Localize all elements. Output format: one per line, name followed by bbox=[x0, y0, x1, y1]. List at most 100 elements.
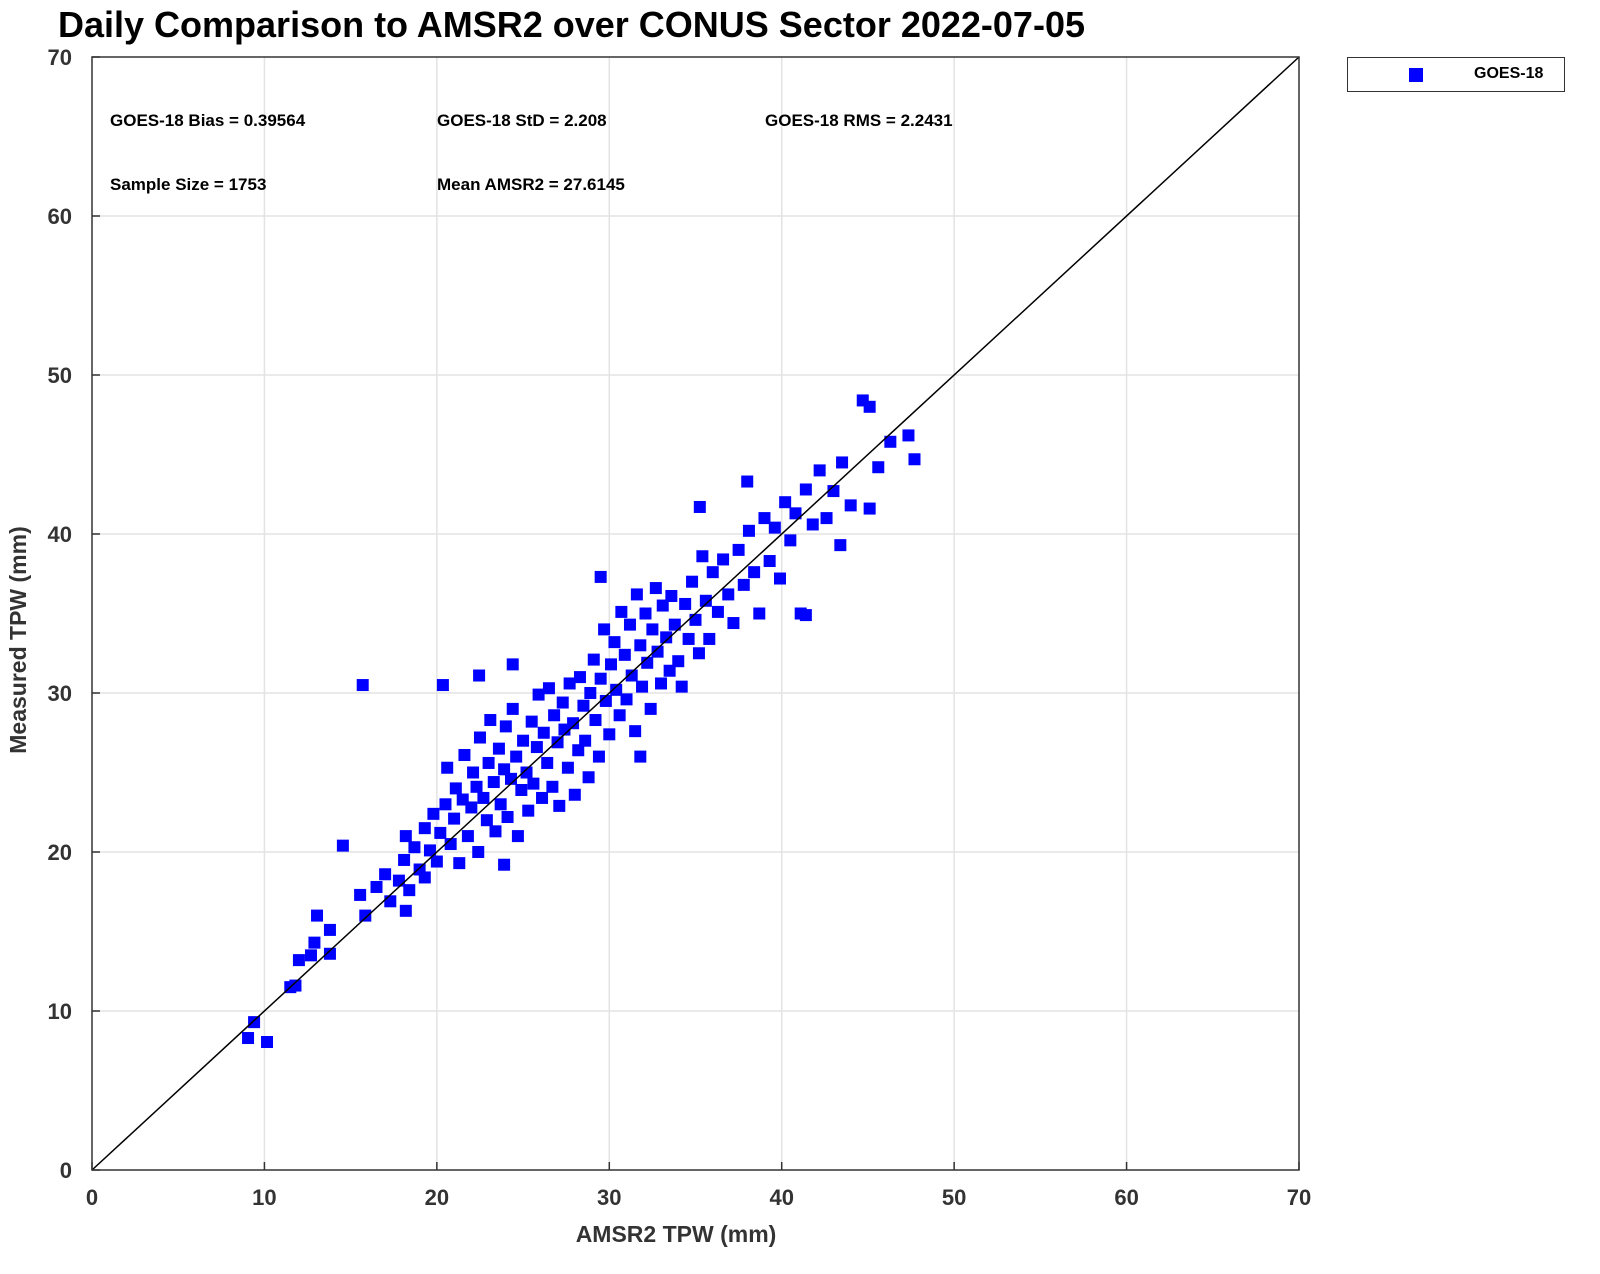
data-point bbox=[499, 720, 512, 733]
data-point bbox=[672, 655, 685, 668]
data-point bbox=[423, 844, 436, 857]
data-point bbox=[492, 742, 505, 755]
data-point bbox=[573, 671, 586, 684]
data-point bbox=[498, 763, 511, 776]
data-point bbox=[696, 550, 709, 563]
data-point bbox=[498, 858, 511, 871]
y-tick-label: 0 bbox=[60, 1158, 72, 1183]
data-point bbox=[532, 688, 545, 701]
data-point bbox=[686, 575, 699, 588]
stat-std: GOES-18 StD = 2.208 bbox=[437, 111, 607, 130]
data-point bbox=[511, 830, 524, 843]
data-point bbox=[413, 863, 426, 876]
data-point bbox=[556, 696, 569, 709]
data-point bbox=[467, 766, 480, 779]
data-point bbox=[692, 647, 705, 660]
data-point bbox=[477, 791, 490, 804]
data-point bbox=[613, 709, 626, 722]
data-point bbox=[292, 954, 305, 967]
grid-lines bbox=[92, 57, 1299, 1170]
data-point bbox=[644, 702, 657, 715]
data-point bbox=[589, 714, 602, 727]
data-point bbox=[592, 750, 605, 763]
data-point bbox=[665, 590, 678, 603]
data-point bbox=[577, 699, 590, 712]
data-point bbox=[773, 572, 786, 585]
stat-mean: Mean AMSR2 = 27.6145 bbox=[437, 175, 625, 194]
data-point bbox=[884, 435, 897, 448]
data-point bbox=[527, 777, 540, 790]
data-point bbox=[506, 702, 519, 715]
y-tick-label: 50 bbox=[48, 363, 72, 388]
data-point bbox=[441, 761, 454, 774]
data-point bbox=[620, 693, 633, 706]
data-point bbox=[646, 623, 659, 636]
data-point bbox=[630, 588, 643, 601]
data-point bbox=[323, 923, 336, 936]
x-tick-label: 50 bbox=[942, 1185, 966, 1210]
data-point bbox=[510, 750, 523, 763]
data-point bbox=[384, 895, 397, 908]
data-point bbox=[742, 524, 755, 537]
data-point bbox=[448, 812, 461, 825]
data-point bbox=[494, 798, 507, 811]
stat-rms: GOES-18 RMS = 2.2431 bbox=[765, 111, 953, 130]
y-tick-label: 70 bbox=[48, 45, 72, 70]
data-point bbox=[908, 453, 921, 466]
data-point bbox=[242, 1032, 255, 1045]
data-point bbox=[568, 788, 581, 801]
x-tick-label: 10 bbox=[252, 1185, 276, 1210]
data-point bbox=[473, 669, 486, 682]
data-point bbox=[434, 826, 447, 839]
y-tick-label: 10 bbox=[48, 999, 72, 1024]
data-point bbox=[379, 868, 392, 881]
data-point bbox=[834, 539, 847, 552]
data-point bbox=[675, 680, 688, 693]
data-points bbox=[242, 394, 921, 1049]
data-point bbox=[354, 888, 367, 901]
x-tick-label: 60 bbox=[1114, 1185, 1138, 1210]
data-point bbox=[484, 714, 497, 727]
data-point bbox=[594, 672, 607, 685]
legend-label: GOES-18 bbox=[1474, 65, 1544, 82]
data-point bbox=[625, 669, 638, 682]
data-point bbox=[430, 855, 443, 868]
y-tick-label: 30 bbox=[48, 681, 72, 706]
data-point bbox=[515, 783, 528, 796]
data-point bbox=[522, 804, 535, 817]
data-point bbox=[311, 909, 324, 922]
data-point bbox=[603, 728, 616, 741]
data-point bbox=[553, 799, 566, 812]
data-point bbox=[506, 658, 519, 671]
data-point bbox=[636, 680, 649, 693]
data-point bbox=[703, 632, 716, 645]
data-point bbox=[517, 734, 530, 747]
data-point bbox=[629, 725, 642, 738]
y-tick-label: 40 bbox=[48, 522, 72, 547]
data-point bbox=[693, 500, 706, 513]
plot-frame bbox=[91, 56, 1300, 1171]
x-tick-label: 70 bbox=[1287, 1185, 1311, 1210]
data-point bbox=[820, 512, 833, 525]
data-point bbox=[356, 679, 369, 692]
stat-sample-size: Sample Size = 1753 bbox=[110, 175, 267, 194]
data-point bbox=[689, 613, 702, 626]
data-point bbox=[763, 555, 776, 568]
y-tick-label: 60 bbox=[48, 204, 72, 229]
data-point bbox=[489, 825, 502, 838]
data-point bbox=[656, 599, 669, 612]
data-point bbox=[758, 512, 771, 525]
data-point bbox=[699, 594, 712, 607]
data-point bbox=[548, 709, 561, 722]
x-tick-label: 40 bbox=[769, 1185, 793, 1210]
data-point bbox=[594, 570, 607, 583]
data-point bbox=[682, 632, 695, 645]
data-point bbox=[753, 607, 766, 620]
data-point bbox=[359, 909, 372, 922]
data-point bbox=[480, 814, 493, 827]
data-point bbox=[248, 1016, 261, 1029]
data-point bbox=[737, 578, 750, 591]
data-point bbox=[487, 776, 500, 789]
data-point bbox=[608, 636, 621, 649]
